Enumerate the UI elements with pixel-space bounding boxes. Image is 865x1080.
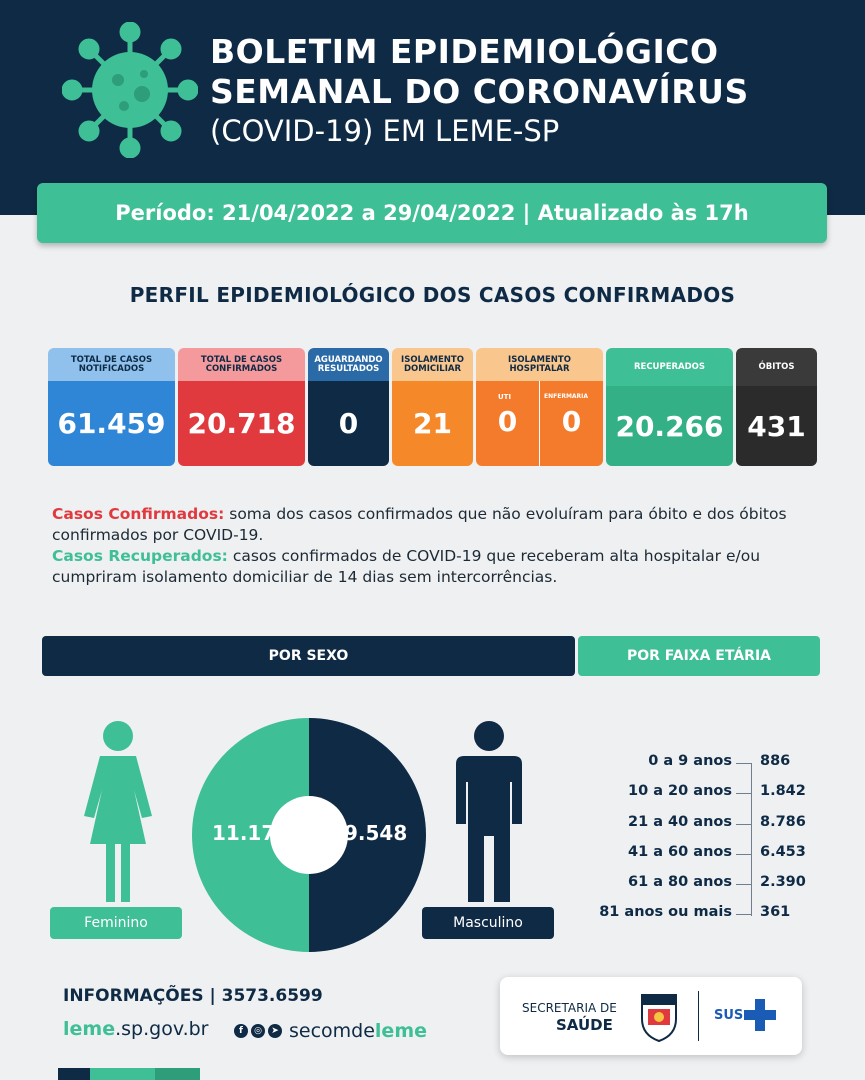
female-value: 11.170: [212, 821, 290, 845]
stat-label: ÓBITOS: [736, 348, 817, 386]
title-line-2: SEMANAL DO CORONAVÍRUS: [210, 72, 749, 111]
footer-strip: [155, 1068, 200, 1080]
site-suffix: .sp.gov.br: [115, 1018, 209, 1040]
age-row: 81 anos ou mais 361: [590, 904, 820, 926]
age-value: 886: [760, 753, 791, 769]
confirmed-term: Casos Confirmados:: [52, 505, 225, 523]
stat-card-isolamento-hospitalar: ISOLAMENTO HOSPITALAR UTI 0 ENFERMARIA 0: [476, 348, 603, 466]
instagram-icon: ◎: [251, 1024, 265, 1038]
contact-info: INFORMAÇÕES | 3573.6599: [63, 986, 323, 1006]
male-value: 9.548: [344, 821, 408, 845]
age-range: 21 a 40 anos: [628, 814, 732, 830]
enfermaria-cell: ENFERMARIA 0: [540, 381, 603, 466]
confirmed-definition: soma dos casos confirmados que não evolu…: [52, 505, 787, 544]
enfermaria-value: 0: [561, 405, 582, 438]
uti-label: UTI: [498, 393, 512, 401]
sus-cross-icon: [744, 999, 776, 1031]
city-crest-icon: [641, 994, 677, 1043]
male-figure-icon: [456, 721, 522, 902]
website-link[interactable]: leme.sp.gov.br: [63, 1018, 209, 1040]
footer-strip: [58, 1068, 90, 1080]
stat-label: TOTAL DE CASOS CONFIRMADOS: [178, 348, 305, 381]
stat-card-recuperados: RECUPERADOS 20.266: [606, 348, 733, 466]
sex-donut-chart: [192, 718, 426, 952]
age-row: 10 a 20 anos 1.842: [590, 783, 820, 805]
age-range: 0 a 9 anos: [648, 753, 732, 769]
age-row: 21 a 40 anos 8.786: [590, 814, 820, 836]
male-slice: [309, 718, 426, 952]
female-label: Feminino: [50, 907, 182, 939]
stat-card-confirmados: TOTAL DE CASOS CONFIRMADOS 20.718: [178, 348, 305, 466]
definitions-text: Casos Confirmados: soma dos casos confir…: [52, 504, 812, 588]
secretaria-label: SECRETARIA DE: [522, 1001, 617, 1015]
stat-label: RECUPERADOS: [606, 348, 733, 386]
saude-label: SAÚDE: [556, 1016, 613, 1034]
coronavirus-icon: [62, 22, 198, 158]
uti-cell: UTI 0: [476, 381, 540, 466]
stat-card-aguardando: AGUARDANDO RESULTADOS 0: [308, 348, 389, 466]
social-handle[interactable]: f ◎ ➤ secomde leme: [234, 1020, 427, 1042]
age-value: 361: [760, 904, 791, 920]
male-label: Masculino: [422, 907, 554, 939]
recovered-term: Casos Recuperados:: [52, 547, 228, 565]
age-value: 1.842: [760, 783, 806, 799]
title-line-3: (COVID-19) EM LEME-SP: [210, 114, 560, 148]
recovered-definition: casos confirmados de COVID-19 que recebe…: [52, 547, 761, 586]
footer-strip: [90, 1068, 155, 1080]
stat-value: 61.459: [48, 381, 175, 466]
uti-value: 0: [497, 405, 518, 438]
stat-card-isolamento-domiciliar: ISOLAMENTO DOMICILIAR 21: [392, 348, 473, 466]
age-value: 6.453: [760, 844, 806, 860]
stat-value: 21: [392, 381, 473, 466]
age-range: 81 anos ou mais: [599, 904, 732, 920]
sus-label: SUS: [714, 1008, 744, 1023]
age-row: 61 a 80 anos 2.390: [590, 874, 820, 896]
female-figure-icon: [84, 721, 152, 902]
telegram-icon: ➤: [268, 1024, 282, 1038]
social-suffix: leme: [374, 1020, 428, 1042]
title-line-1: BOLETIM EPIDEMIOLÓGICO: [210, 32, 719, 71]
social-prefix: secomde: [289, 1020, 375, 1042]
facebook-icon: f: [234, 1024, 248, 1038]
section-title: PERFIL EPIDEMIOLÓGICO DOS CASOS CONFIRMA…: [129, 283, 736, 307]
female-slice: [192, 718, 309, 952]
stat-value: 431: [736, 386, 817, 466]
age-range: 61 a 80 anos: [628, 874, 732, 890]
age-range: 41 a 60 anos: [628, 844, 732, 860]
period-banner: Período: 21/04/2022 a 29/04/2022 | Atual…: [37, 183, 827, 243]
site-prefix: leme: [63, 1018, 116, 1040]
age-bracket-line: [751, 764, 752, 916]
stat-card-obitos: ÓBITOS 431: [736, 348, 817, 466]
age-row: 0 a 9 anos 886: [590, 753, 820, 775]
stat-value: 0: [308, 381, 389, 466]
age-range: 10 a 20 anos: [628, 783, 732, 799]
partner-logos: SECRETARIA DE SAÚDE SUS: [500, 977, 802, 1055]
stat-label: AGUARDANDO RESULTADOS: [308, 348, 389, 381]
age-row: 41 a 60 anos 6.453: [590, 844, 820, 866]
stat-label: ISOLAMENTO DOMICILIAR: [392, 348, 473, 381]
age-value: 2.390: [760, 874, 806, 890]
age-value: 8.786: [760, 814, 806, 830]
stat-label: ISOLAMENTO HOSPITALAR: [476, 348, 603, 381]
tab-por-sexo: POR SEXO: [42, 636, 575, 676]
stat-value: 20.266: [606, 386, 733, 466]
tab-por-faixa-etaria: POR FAIXA ETÁRIA: [578, 636, 820, 676]
stat-value: 20.718: [178, 381, 305, 466]
stat-card-notificados: TOTAL DE CASOS NOTIFICADOS 61.459: [48, 348, 175, 466]
header-banner: BOLETIM EPIDEMIOLÓGICO SEMANAL DO CORONA…: [0, 0, 865, 215]
enfermaria-label: ENFERMARIA: [544, 393, 589, 400]
stat-label: TOTAL DE CASOS NOTIFICADOS: [48, 348, 175, 381]
